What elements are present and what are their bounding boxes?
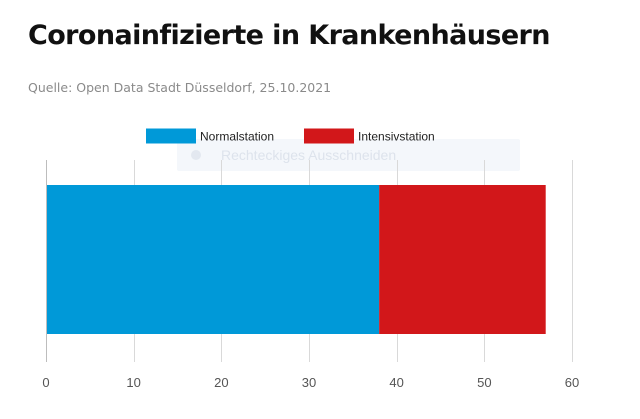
legend: Normalstation Intensivstation — [146, 128, 435, 144]
chart-title: Coronainfizierte in Krankenhäusern — [28, 20, 550, 51]
x-tick-label-30: 30 — [302, 375, 316, 390]
snip-tool-overlay: Rechteckiges Ausschneiden — [177, 139, 520, 171]
x-tick-label-50: 50 — [477, 375, 491, 390]
x-tick-label-20: 20 — [214, 375, 228, 390]
legend-swatch-intensivstation — [304, 128, 354, 144]
x-tick-label-60: 60 — [565, 375, 579, 390]
scissors-icon — [191, 150, 201, 160]
snip-tool-label: Rechteckiges Ausschneiden — [221, 147, 397, 163]
x-tick-label-0: 0 — [42, 375, 49, 390]
legend-swatch-normalstation — [146, 128, 196, 144]
bars — [46, 185, 546, 334]
bar-intensivstation — [379, 185, 546, 334]
x-tick-label-40: 40 — [389, 375, 403, 390]
bar-normalstation — [46, 185, 380, 334]
x-tick-label-10: 10 — [126, 375, 140, 390]
legend-label-intensivstation: Intensivstation — [358, 130, 435, 144]
x-axis: 0 10 20 30 40 50 60 — [42, 160, 579, 390]
legend-label-normalstation: Normalstation — [200, 130, 274, 144]
source-note: Quelle: Open Data Stadt Düsseldorf, 25.1… — [28, 80, 332, 95]
